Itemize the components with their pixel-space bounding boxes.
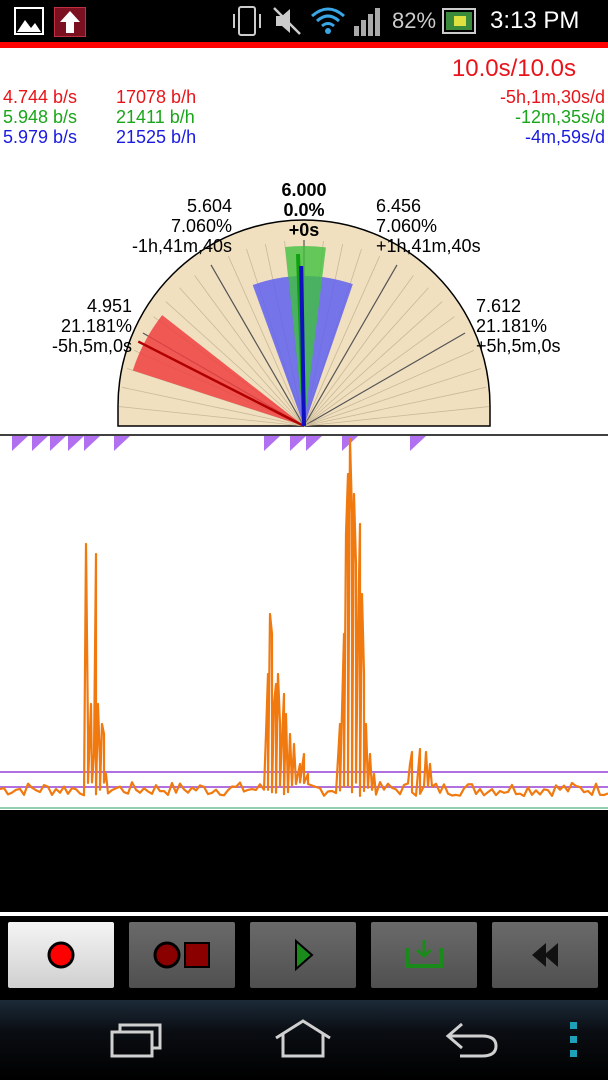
green-sector bbox=[285, 246, 326, 426]
gauge-right-outer-value: 7.612 bbox=[476, 296, 522, 316]
blue-needle bbox=[299, 265, 306, 427]
beat-markers bbox=[12, 436, 426, 451]
gauge-tick bbox=[303, 386, 487, 427]
upload-icon bbox=[54, 7, 86, 37]
amplitude-trace bbox=[0, 437, 608, 798]
gauge-center-offset: +0s bbox=[288, 220, 320, 240]
gauge-left-inner-percent: 7.060% bbox=[170, 216, 232, 236]
gauge-tick bbox=[303, 301, 443, 427]
gauge-left-outer-offset: -5h,5m,0s bbox=[51, 336, 132, 356]
rewind-button[interactable] bbox=[492, 922, 598, 988]
beat-marker bbox=[290, 436, 306, 451]
red-rate-seconds: 4.744 b/s bbox=[3, 87, 78, 107]
gauge-tick bbox=[121, 386, 305, 427]
battery-icon bbox=[442, 8, 477, 34]
gauge-left-inner-value: 5.604 bbox=[186, 196, 232, 216]
gallery-icon bbox=[14, 7, 44, 35]
beat-marker bbox=[12, 436, 28, 451]
beat-marker bbox=[50, 436, 66, 451]
gauge-right-inner-percent: 7.060% bbox=[376, 216, 438, 236]
blue-offset: -4m,59s/d bbox=[524, 127, 605, 147]
signal-icon bbox=[354, 8, 380, 36]
beat-marker bbox=[84, 436, 100, 451]
gauge-left-outer-value: 4.951 bbox=[86, 296, 132, 316]
rewind-icon bbox=[532, 943, 558, 967]
gauge-left-inner-offset: -1h,41m,40s bbox=[131, 236, 232, 256]
gauge-right-inner-value: 6.456 bbox=[376, 196, 422, 216]
home-icon[interactable] bbox=[272, 1018, 334, 1060]
recent-apps-icon[interactable] bbox=[106, 1020, 166, 1060]
beat-marker bbox=[68, 436, 84, 451]
gauge-tick bbox=[303, 316, 455, 427]
play-icon bbox=[295, 938, 314, 972]
export-button[interactable] bbox=[371, 922, 477, 988]
gauge-tick bbox=[303, 349, 475, 427]
gauge-tick bbox=[303, 275, 414, 427]
gauge-tick bbox=[118, 406, 305, 427]
control-toolbar bbox=[0, 912, 608, 1000]
gauge-tick bbox=[165, 301, 305, 427]
gauge-tick bbox=[303, 287, 429, 427]
blue-rate-hours: 21525 b/h bbox=[116, 127, 197, 147]
empty-panel bbox=[0, 810, 608, 916]
gauge-tick bbox=[303, 406, 490, 427]
beat-marker bbox=[114, 436, 130, 451]
beat-trace-chart bbox=[0, 434, 608, 810]
gauge-tick bbox=[210, 264, 305, 427]
beat-marker bbox=[410, 436, 426, 451]
gauge-right-outer-percent: 21.181% bbox=[476, 316, 548, 336]
gauge-tick bbox=[194, 275, 305, 427]
green-rate-seconds: 5.948 b/s bbox=[3, 107, 78, 127]
gauge-right-inner-offset: +1h,41m,40s bbox=[376, 236, 481, 256]
red-sector bbox=[132, 315, 304, 426]
gauge-tick bbox=[303, 332, 466, 427]
beat-marker bbox=[264, 436, 280, 451]
record-icon bbox=[47, 941, 75, 969]
trace-plot bbox=[0, 434, 608, 809]
status-bar: 82% 3:13 PM bbox=[0, 0, 608, 42]
beat-marker bbox=[306, 436, 322, 451]
gauge-dial bbox=[117, 219, 491, 428]
gauge-center-value: 6.000 bbox=[281, 180, 327, 200]
battery-percent: 82% bbox=[392, 8, 437, 33]
phone-vibrate-icon bbox=[233, 6, 261, 36]
wifi-icon bbox=[311, 7, 345, 34]
record-stop-icon bbox=[153, 941, 210, 969]
overflow-menu-icon[interactable] bbox=[566, 1020, 582, 1060]
gauge-tick bbox=[227, 255, 305, 427]
header-accent-line bbox=[0, 42, 608, 48]
android-navigation-bar bbox=[0, 1000, 608, 1080]
green-rate-hours: 21411 b/h bbox=[116, 107, 195, 127]
red-rate-hours: 17078 b/h bbox=[116, 87, 197, 107]
gauge-tick bbox=[303, 264, 398, 427]
export-icon bbox=[405, 940, 443, 968]
gauge-right-outer-offset: +5h,5m,0s bbox=[476, 336, 561, 356]
record-button[interactable] bbox=[8, 922, 114, 988]
blue-rate-seconds: 5.979 b/s bbox=[3, 127, 78, 147]
gauge-center-percent: 0.0% bbox=[283, 200, 325, 220]
gauge-tick bbox=[303, 255, 381, 427]
clock: 3:13 PM bbox=[490, 7, 580, 34]
timer-readout: 10.0s/10.0s bbox=[451, 55, 576, 82]
mute-icon bbox=[273, 7, 301, 35]
play-button[interactable] bbox=[250, 922, 356, 988]
record-stop-button[interactable] bbox=[129, 922, 235, 988]
red-needle bbox=[137, 340, 305, 428]
gauge-tick bbox=[303, 368, 482, 427]
gauge-tick bbox=[179, 287, 305, 427]
red-offset: -5h,1m,30s/d bbox=[499, 87, 605, 107]
beat-gauge: 6.000 0.0% +0s 5.604 7.060% -1h,41m,40s … bbox=[0, 168, 608, 438]
back-icon[interactable] bbox=[442, 1018, 502, 1060]
green-offset: -12m,35s/d bbox=[514, 107, 605, 127]
beat-marker bbox=[32, 436, 48, 451]
gauge-left-outer-percent: 21.181% bbox=[60, 316, 132, 336]
